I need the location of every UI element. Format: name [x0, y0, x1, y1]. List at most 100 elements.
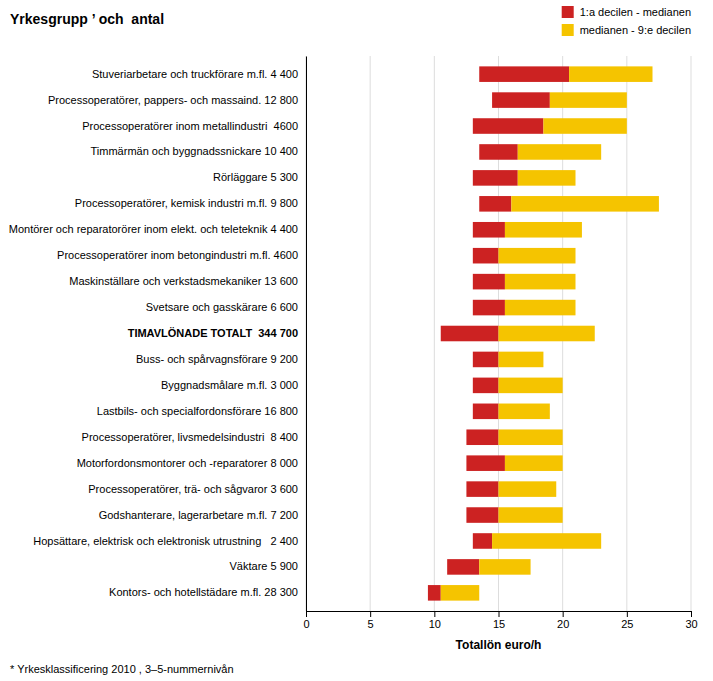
y-tick-label: Buss- och spårvagnsförare 9 200 — [136, 353, 298, 365]
bar — [499, 404, 550, 420]
y-tick-label: Montörer och reparatorörer inom elekt. o… — [9, 223, 298, 235]
x-tick: 20 — [557, 611, 569, 630]
bar — [505, 300, 576, 316]
bar — [499, 352, 544, 368]
legend-label: 1:a decilen - medianen — [580, 6, 691, 18]
bar — [441, 326, 499, 342]
y-tick-label: Processoperatörer inom betongindustri m.… — [57, 249, 298, 261]
x-tick-mark — [370, 611, 371, 617]
y-tick-label: Timmärmän och byggnadssnickare 10 400 — [91, 145, 298, 157]
y-tick: Processoperatörer inom betongindustri m.… — [57, 249, 306, 261]
chart-container: 051015202530Stuveriarbetare och truckför… — [0, 0, 713, 681]
bar — [473, 533, 492, 549]
bar — [499, 481, 557, 497]
bar — [441, 585, 480, 601]
x-tick-label: 0 — [303, 618, 309, 630]
bar — [499, 326, 595, 342]
bar — [492, 92, 550, 108]
bar — [473, 378, 499, 394]
x-tick: 15 — [493, 611, 505, 630]
x-tick-mark — [434, 611, 435, 617]
x-tick-label: 25 — [621, 618, 633, 630]
bar — [479, 144, 518, 160]
legend-swatch — [562, 6, 574, 18]
bar — [479, 196, 511, 212]
bar — [505, 274, 576, 290]
x-tick-mark — [306, 611, 307, 617]
bar — [518, 170, 576, 186]
y-tick-label: Svetsare och gasskärare 6 600 — [146, 301, 298, 313]
legend-swatch — [562, 24, 574, 36]
bar — [447, 559, 479, 575]
y-tick: Buss- och spårvagnsförare 9 200 — [136, 353, 306, 365]
bar — [499, 248, 576, 264]
y-tick-label: Godshanterare, lagerarbetare m.fl. 7 200 — [99, 509, 298, 521]
x-tick: 0 — [303, 611, 309, 630]
y-axis: Stuveriarbetare och truckförare m.fl. 4 … — [9, 57, 307, 612]
bar — [550, 92, 627, 108]
x-tick-label: 5 — [368, 618, 374, 630]
y-tick-label: Stuveriarbetare och truckförare m.fl. 4 … — [92, 68, 298, 80]
y-tick: Processoperatörer, pappers- och massaind… — [48, 94, 306, 106]
bar — [473, 118, 544, 134]
x-tick-mark — [563, 611, 564, 617]
legend-item: 1:a decilen - medianen — [562, 6, 691, 18]
x-tick: 30 — [685, 611, 697, 630]
x-tick-label: 20 — [557, 618, 569, 630]
bar — [473, 222, 505, 238]
y-tick: Processoperatörer, kemisk industri m.fl.… — [75, 197, 306, 209]
bars — [428, 66, 659, 600]
legend: 1:a decilen - medianen medianen - 9:e dec… — [562, 6, 691, 36]
bar — [492, 533, 601, 549]
bar — [499, 378, 563, 394]
y-tick: Byggnadsmålare m.fl. 3 000 — [161, 379, 306, 391]
bar — [466, 507, 498, 523]
bar — [466, 481, 498, 497]
y-tick-label: Processoperatörer, kemisk industri m.fl.… — [75, 197, 298, 209]
y-tick-label: Maskinställare och verkstadsmekaniker 13… — [69, 275, 298, 287]
y-tick: Motorfordonsmontorer och -reparatorer 8 … — [77, 457, 306, 469]
bar — [543, 118, 626, 134]
y-tick: Stuveriarbetare och truckförare m.fl. 4 … — [92, 68, 306, 80]
bar — [479, 559, 530, 575]
bar — [473, 170, 518, 186]
bar — [499, 507, 563, 523]
bar — [473, 352, 499, 368]
bar — [511, 196, 659, 212]
bar — [473, 274, 505, 290]
bar — [428, 585, 441, 601]
title: Yrkesgrupp ’ och antal — [10, 11, 164, 27]
y-tick-label: Rörläggare 5 300 — [213, 171, 298, 183]
bar — [479, 66, 569, 82]
y-tick: Processoperatörer, trä- och sågvaror 3 6… — [88, 483, 306, 495]
y-tick: Hopsättare, elektrisk och elektronisk ut… — [33, 534, 306, 546]
y-tick-label: TIMAVLÖNADE TOTALT 344 700 — [128, 327, 298, 339]
y-tick-label: Motorfordonsmontorer och -reparatorer 8 … — [77, 457, 298, 469]
bar — [466, 455, 505, 471]
y-tick: Godshanterare, lagerarbetare m.fl. 7 200 — [99, 509, 306, 521]
plot-area: 051015202530Stuveriarbetare och truckför… — [9, 56, 698, 630]
y-tick: Rörläggare 5 300 — [213, 171, 306, 183]
y-tick-label: Processoperatörer, pappers- och massaind… — [48, 94, 298, 106]
grid — [306, 56, 691, 611]
y-tick-label: Kontors- och hotellstädare m.fl. 28 300 — [109, 586, 298, 598]
y-tick: Montörer och reparatorörer inom elekt. o… — [9, 223, 306, 235]
x-tick: 25 — [621, 611, 633, 630]
bar — [473, 300, 505, 316]
y-tick: Svetsare och gasskärare 6 600 — [146, 301, 306, 313]
x-tick: 5 — [368, 611, 374, 630]
y-tick-label: Processoperatörer inom metallindustri 46… — [82, 120, 298, 132]
footnote: * Yrkesklassificering 2010 , 3–5-nummern… — [10, 663, 234, 675]
bar — [466, 429, 498, 445]
legend-label: medianen - 9:e decilen — [580, 24, 691, 36]
grid-line — [691, 56, 692, 611]
bar — [569, 66, 652, 82]
x-tick-mark — [627, 611, 628, 617]
y-tick: Maskinställare och verkstadsmekaniker 13… — [69, 275, 306, 287]
y-tick: TIMAVLÖNADE TOTALT 344 700 — [128, 327, 306, 339]
legend-item: medianen - 9:e decilen — [562, 24, 691, 36]
x-tick-label: 30 — [685, 618, 697, 630]
bar — [505, 455, 563, 471]
x-tick-mark — [691, 611, 692, 617]
y-tick: Processoperatörer inom metallindustri 46… — [82, 120, 306, 132]
